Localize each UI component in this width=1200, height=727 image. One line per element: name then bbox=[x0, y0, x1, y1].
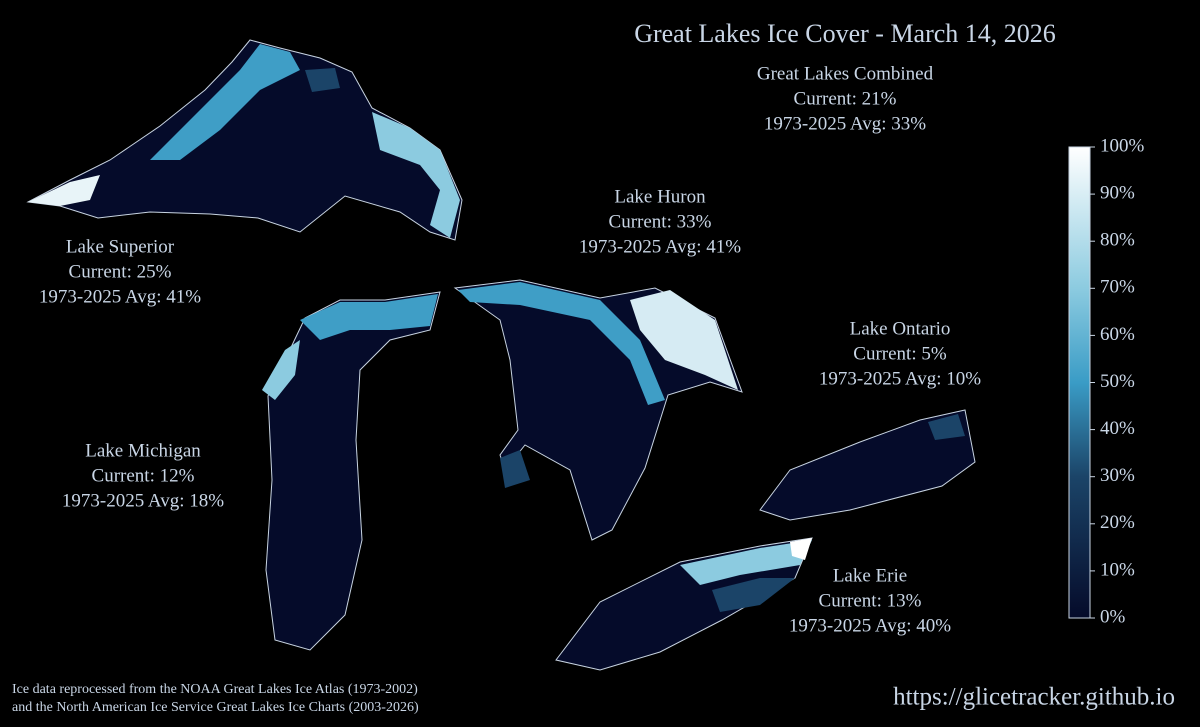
lake-stat: 1973-2025 Avg: 33% bbox=[764, 113, 926, 134]
colorbar-tick-label: 20% bbox=[1100, 512, 1135, 533]
lake-stat: Lake Superior bbox=[66, 236, 175, 257]
colorbar-tick-label: 10% bbox=[1100, 559, 1135, 580]
colorbar-tick-label: 40% bbox=[1100, 418, 1135, 439]
lake-michigan bbox=[265, 291, 441, 651]
lake-stat: 1973-2025 Avg: 41% bbox=[39, 286, 201, 307]
lake-stat: Lake Michigan bbox=[85, 440, 201, 461]
ice-erie-east bbox=[680, 540, 812, 585]
colorbar-tick-label: 90% bbox=[1100, 182, 1135, 203]
lake-stat: Lake Huron bbox=[614, 186, 706, 207]
lake-stat: Lake Erie bbox=[833, 565, 907, 586]
ice-green-bay bbox=[262, 340, 300, 400]
footnote: and the North American Ice Service Great… bbox=[12, 700, 419, 715]
lake-stat: Current: 12% bbox=[92, 465, 195, 486]
lake-stat: Current: 21% bbox=[794, 88, 897, 109]
ice-ontario-east bbox=[928, 414, 965, 440]
colorbar-tick-label: 80% bbox=[1100, 230, 1135, 251]
ice-superior-west bbox=[28, 175, 100, 206]
map-title: Great Lakes Ice Cover - March 14, 2026 bbox=[634, 19, 1056, 48]
source-url: https://glicetracker.github.io bbox=[893, 684, 1175, 711]
lake-stat: Great Lakes Combined bbox=[757, 63, 934, 84]
colorbar bbox=[1068, 146, 1091, 619]
colorbar-tick-label: 50% bbox=[1100, 371, 1135, 392]
ice-michigan-north bbox=[300, 294, 438, 340]
lake-stat: Current: 5% bbox=[853, 343, 947, 364]
ice-saginaw bbox=[500, 450, 530, 488]
lake-stat: Current: 25% bbox=[69, 261, 172, 282]
colorbar-tick-label: 0% bbox=[1100, 606, 1126, 627]
ice-erie-central bbox=[712, 578, 795, 612]
colorbar-tick-label: 70% bbox=[1100, 277, 1135, 298]
ice-georgian-bay bbox=[630, 290, 738, 390]
lake-stat: Current: 33% bbox=[609, 211, 712, 232]
colorbar-tick-label: 100% bbox=[1100, 135, 1145, 156]
lake-stat: 1973-2025 Avg: 18% bbox=[62, 490, 224, 511]
lake-stat: Current: 13% bbox=[819, 590, 922, 611]
ice-superior-east bbox=[372, 112, 460, 238]
ice-erie-white bbox=[790, 538, 812, 560]
footnote: Ice data reprocessed from the NOAA Great… bbox=[12, 682, 418, 697]
ice-superior-core bbox=[305, 68, 340, 92]
colorbar-tick-label: 30% bbox=[1100, 465, 1135, 486]
lake-stat: 1973-2025 Avg: 41% bbox=[579, 236, 741, 257]
lake-stat: 1973-2025 Avg: 10% bbox=[819, 368, 981, 389]
colorbar-tick-label: 60% bbox=[1100, 324, 1135, 345]
ice-superior-north bbox=[150, 44, 300, 160]
lake-ontario bbox=[759, 409, 976, 521]
lake-stat: Lake Ontario bbox=[850, 318, 951, 339]
lake-stat: 1973-2025 Avg: 40% bbox=[789, 615, 951, 636]
ice-huron-north bbox=[458, 282, 665, 405]
